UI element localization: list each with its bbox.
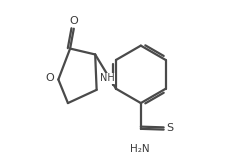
Text: NH: NH: [100, 73, 114, 83]
Text: H₂N: H₂N: [130, 144, 149, 153]
Text: S: S: [166, 123, 173, 133]
Text: O: O: [46, 73, 55, 83]
Text: O: O: [69, 16, 78, 26]
